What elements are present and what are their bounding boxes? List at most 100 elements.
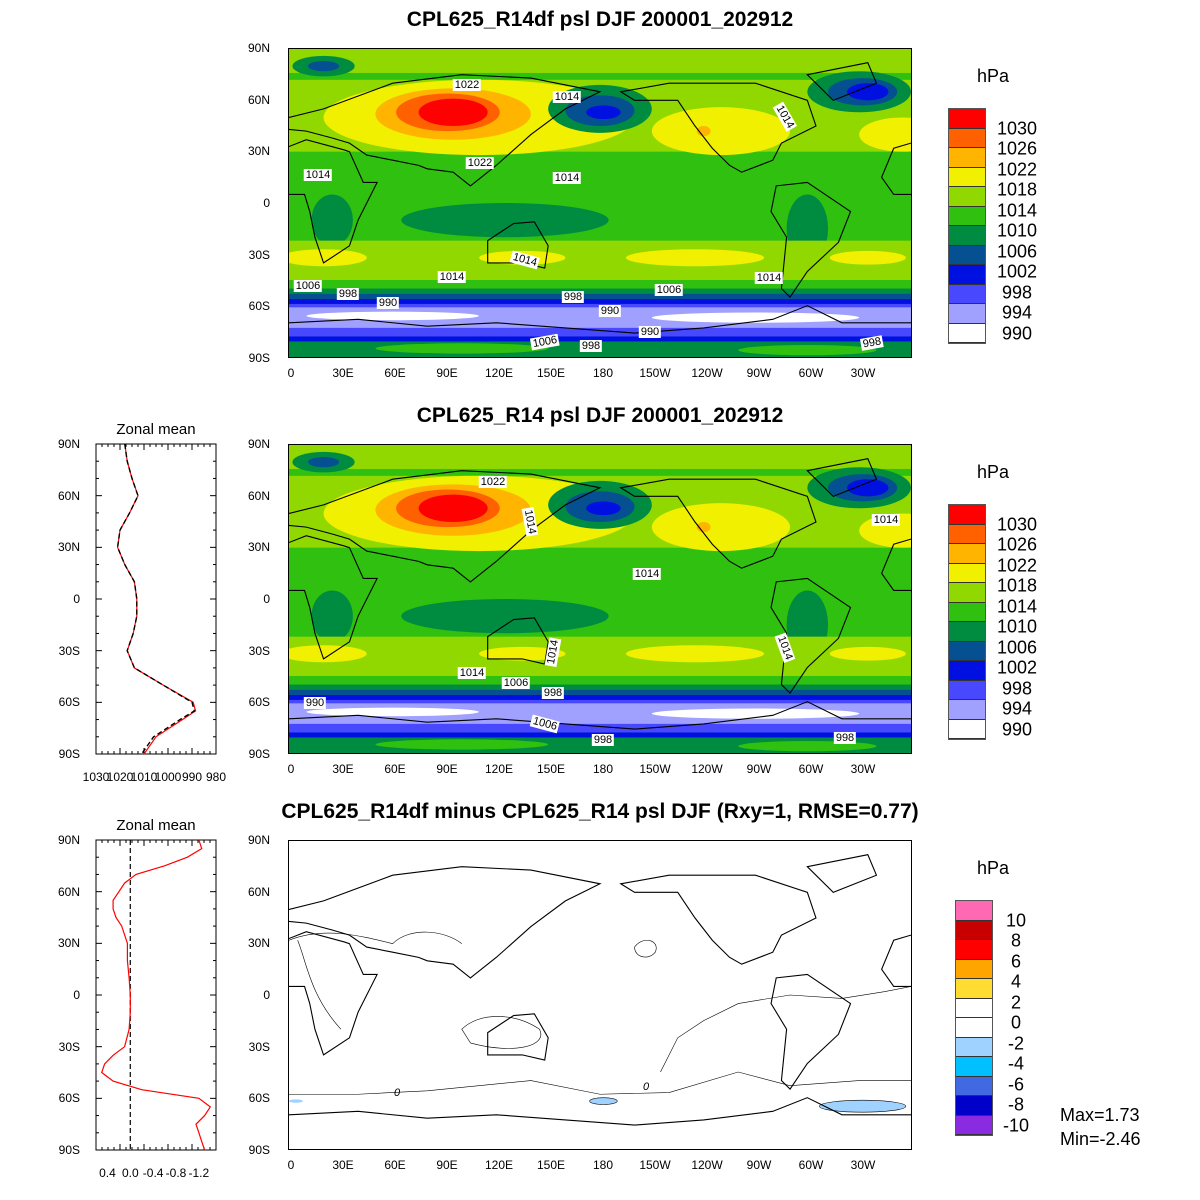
colorbar-swatch [949,622,985,642]
colorbar-swatch [956,1076,992,1096]
colorbar-label: 1002 [996,657,1038,678]
contour-label: 990 [598,305,622,317]
zonal-mean-line-difference [100,839,212,1151]
colorbar-swatch [949,167,985,187]
map-lat-label: 30S [248,1039,270,1054]
contour-label: 998 [561,291,585,303]
colorbar-label: 1026 [996,138,1038,159]
colorbar-label: 994 [1001,302,1033,323]
middle-panel-title: CPL625_R14 psl DJF 200001_202912 [416,404,784,427]
colorbar-label: 1014 [996,200,1038,220]
map-lon-label: 120W [691,366,723,380]
zonal-mean-title-psl: Zonal mean [116,421,196,438]
map-lon-label: 60W [798,762,824,776]
zonal-x-tick-label: -1.2 [188,1166,210,1180]
contour-label: 998 [579,340,603,352]
colorbar-label: 10 [1005,910,1027,930]
colorbar-swatch [949,265,985,285]
map-lat-label: 60N [247,884,270,899]
colorbar-label: 1022 [996,555,1038,575]
colorbar-unit-middle: hPa [976,462,1010,482]
plot-frame [95,839,217,1151]
map-lon-label: 60W [798,1158,824,1172]
middle-psl-map [288,444,912,754]
bottom-panel-title: CPL625_R14df minus CPL625_R14 psl DJF (R… [281,800,919,823]
zonal-x-tick-label: 0.4 [99,1166,116,1180]
map-lon-label: 150W [639,366,671,380]
contour-label: 1014 [552,172,582,184]
map-lon-label: 90E [436,366,458,380]
zonal-lat-label: 90S [58,1143,80,1158]
colorbar-label: -10 [1002,1115,1030,1135]
difference-map [288,840,912,1150]
contour-label: 1014 [552,91,582,103]
colorbar-swatch [956,959,992,979]
map-lon-label: 150W [639,762,671,776]
map-lat-label: 60N [247,488,270,503]
zonal-mean-title-diff: Zonal mean [116,817,196,834]
colorbar-swatch [956,920,992,940]
map-lon-label: 30W [850,366,876,380]
contour-label: 1014 [303,169,333,181]
colorbar-label: -8 [1007,1094,1025,1115]
colorbar-label: 1018 [996,179,1038,200]
map-lon-label: 120E [484,1158,514,1172]
zonal-lat-label: 90S [58,747,80,762]
colorbar-swatch [956,901,992,921]
colorbar-label: 1002 [996,261,1038,282]
contour-label: 1022 [452,79,482,91]
zonal-lat-label: 60S [58,695,80,710]
map-lon-label: 120W [691,762,723,776]
map-lon-label: 120E [484,762,514,776]
map-lon-label: 30E [332,762,354,776]
map-lat-label: 0 [263,196,270,210]
map-lat-label: 60S [248,1091,270,1106]
zonal-lat-label: 60N [57,884,80,899]
zonal-lat-label: 30N [57,936,80,951]
map-lon-label: 0 [287,762,295,776]
map-lat-label: 30S [248,247,270,262]
colorbar-psl-top [948,108,986,344]
contour-label: 0 [393,1087,401,1099]
top-panel-title: CPL625_R14df psl DJF 200001_202912 [406,8,794,31]
colorbar-label: 1018 [996,575,1038,596]
colorbar-label: 4 [1010,971,1022,992]
map-lat-label: 90N [247,437,270,451]
zonal-x-tick-label: 1030 [82,770,110,784]
map-lon-label: 30W [850,1158,876,1172]
colorbar-swatch [949,524,985,544]
map-lat-label: 30S [248,643,270,658]
map-lat-label: 90S [248,351,270,366]
map-lon-label: 120E [484,366,514,380]
map-lat-label: 60S [248,299,270,314]
zonal-lat-label: 0 [73,592,80,606]
colorbar-label: 990 [1001,719,1033,739]
colorbar-swatch [949,109,985,129]
colorbar-label: -6 [1007,1074,1025,1094]
colorbar-label: 990 [1001,323,1033,343]
colorbar-swatch [949,206,985,226]
colorbar-label: 998 [1001,282,1033,302]
colorbar-unit-top: hPa [976,66,1010,86]
map-lon-label: 150E [536,366,566,380]
map-lon-label: 120W [691,1158,723,1172]
colorbar-label: 1006 [996,241,1038,261]
colorbar-label: 1010 [996,616,1038,637]
colorbar-swatch [949,641,985,661]
contour-label: 1022 [478,476,508,488]
zonal-x-tick-label: 1000 [154,770,182,784]
zonal-lat-label: 30N [57,540,80,555]
colorbar-swatch [949,700,985,720]
zonal-lat-label: 30S [58,1039,80,1054]
contour-label: 1006 [501,677,531,689]
map-lon-label: 90W [746,762,772,776]
colorbar-label: 998 [1001,678,1033,698]
colorbar-swatch [949,187,985,207]
zonal-lat-label: 0 [73,988,80,1002]
contour-label: 990 [376,297,400,309]
zonal-x-tick-label: 990 [181,770,203,784]
zonal-mean-psl-plot [95,443,217,755]
colorbar-swatch [949,680,985,700]
colorbar-label: 1010 [996,220,1038,241]
colorbar-label: 1026 [996,534,1038,555]
